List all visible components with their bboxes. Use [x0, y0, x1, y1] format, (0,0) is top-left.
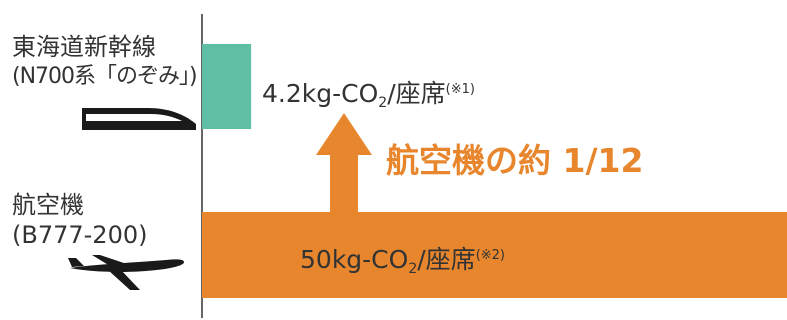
shinkansen-train-icon — [82, 108, 196, 130]
airplane-name: 航空機 — [12, 191, 84, 219]
reduction-annotation: 航空機の約 1/12 — [386, 141, 643, 180]
shinkansen-value-label: 4.2kg-CO2/座席(※1) — [262, 79, 475, 111]
shinkansen-category-label: 東海道新幹線 (N700系「のぞみ」) — [12, 32, 198, 92]
airplane-value-label: 50kg-CO2/座席(※2) — [300, 245, 505, 277]
airplane-bar — [202, 212, 787, 298]
shinkansen-name: 東海道新幹線 — [12, 33, 156, 61]
shinkansen-bar — [202, 44, 252, 129]
shinkansen-detail: (N700系「のぞみ」) — [12, 64, 198, 89]
reduction-arrow — [316, 113, 372, 212]
airplane-icon — [68, 255, 184, 290]
airplane-detail: (B777-200) — [12, 221, 148, 249]
airplane-category-label: 航空機 (B777-200) — [12, 190, 147, 250]
